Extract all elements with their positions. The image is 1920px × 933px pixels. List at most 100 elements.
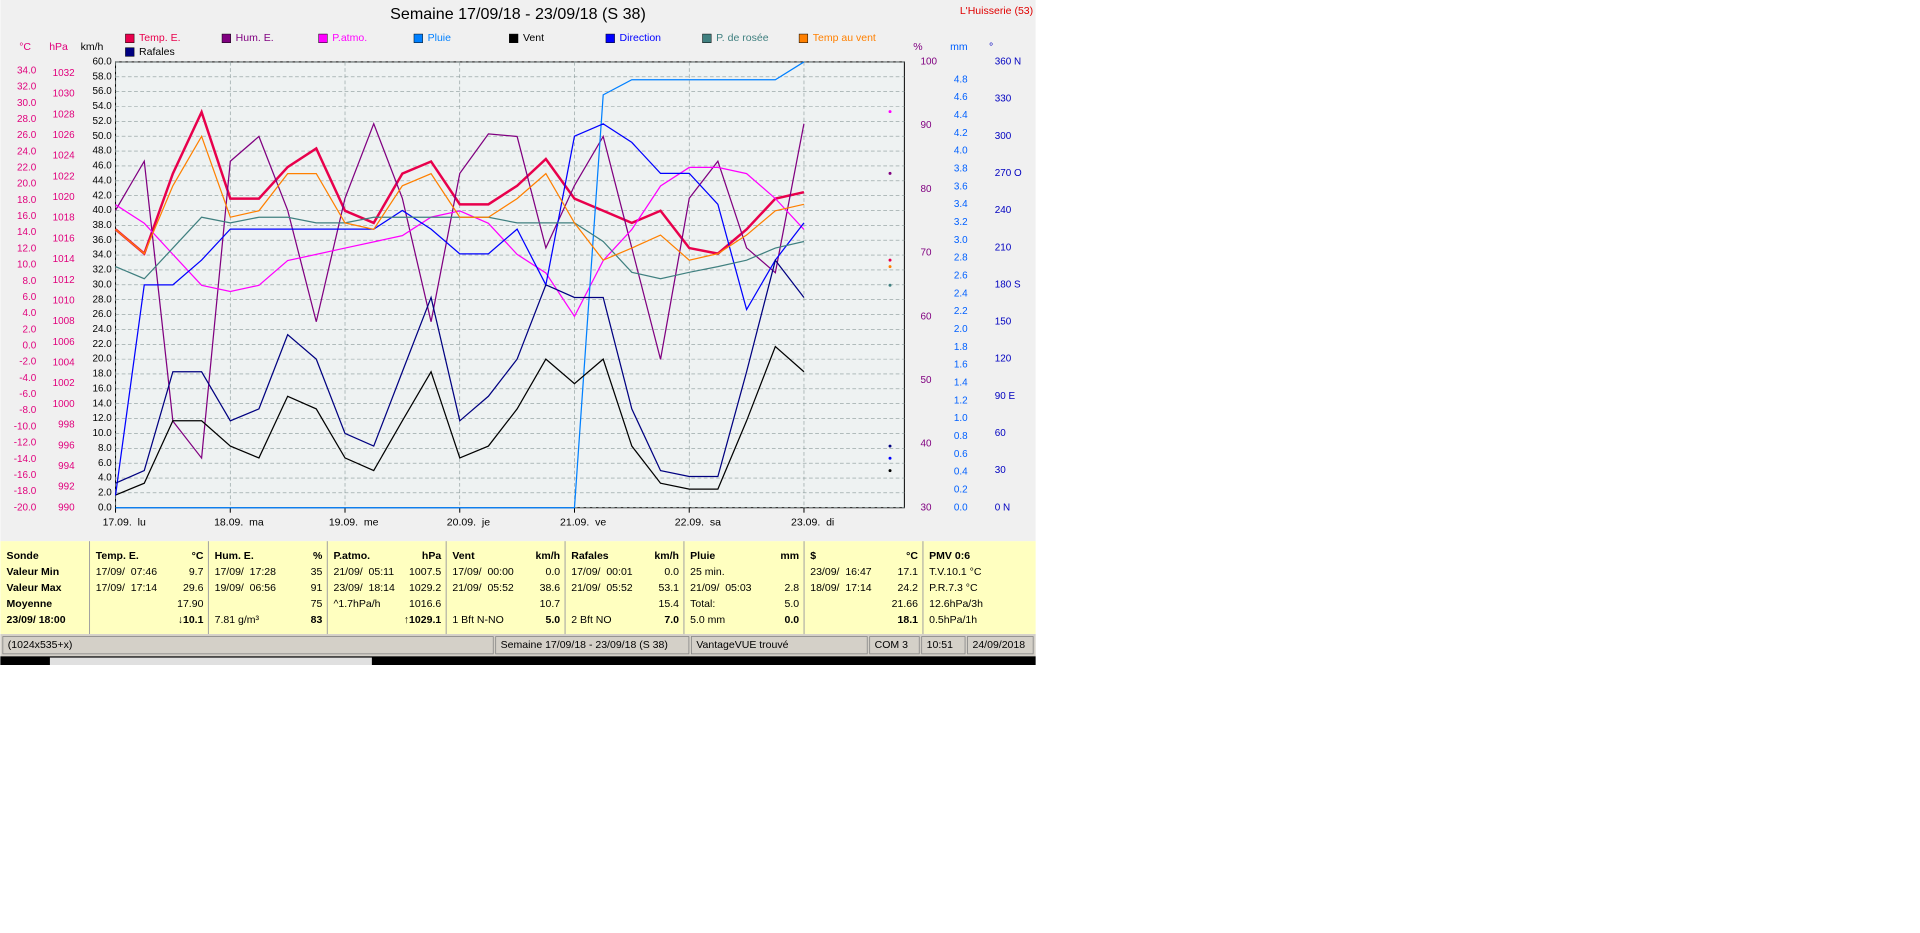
y-tick-label: 20.0 [17,179,37,190]
series-point [888,444,892,448]
x-tick-label: 18.09. ma [214,516,264,528]
axis-unit: % [913,41,922,53]
y-tick-label: 150 [995,317,1012,328]
legend-label: Rafales [139,46,175,58]
cell-value: 24.2 [898,582,919,594]
cell-text: Temp. E. [96,550,139,562]
y-tick-label: 26.0 [93,309,113,320]
cell-value: hPa [422,550,441,562]
y-tick-label: 60 [920,311,932,322]
cell-text: 17/09/ 07:46 [96,566,158,578]
legend-swatch [413,33,423,43]
legend-swatch [125,33,135,43]
cell-text: 12.6hPa/3h [929,598,983,610]
status-text: COM 3 [875,639,908,651]
y-tick-label: 38.0 [93,220,113,231]
y-tick-label: 30.0 [93,279,113,290]
cell-text: 25 min. [690,566,724,578]
y-tick-label: 1022 [53,171,75,182]
y-tick-label: 2.0 [23,324,37,335]
cell-text: 18/09/ 17:14 [810,582,872,594]
y-tick-label: 1030 [53,89,76,100]
cell-value: 5.0 [545,614,560,626]
y-tick-label: 26.0 [17,130,37,141]
y-tick-label: 42.0 [93,190,113,201]
cell-text: Valeur Max [7,582,62,594]
y-tick-label: 1006 [53,337,76,348]
cell-value: 15.4 [659,598,680,610]
series-line [115,166,805,318]
cell-value: 29.6 [183,582,204,594]
cell-value: 1029.2 [409,582,441,594]
y-tick-label: 2.8 [954,253,968,264]
legend-swatch [125,47,135,57]
cell-text: Hum. E. [215,550,254,562]
y-tick-label: 58.0 [93,71,113,82]
y-tick-label: -8.0 [19,405,37,416]
cell-text: Sonde [7,550,39,562]
legend-label: P.atmo. [332,32,367,44]
cell-value: 17.90 [177,598,203,610]
y-tick-label: 32.0 [93,265,113,276]
y-tick-label: 60 [995,428,1007,439]
cell-value: km/h [536,550,561,562]
status-text: (1024x535+x) [8,639,73,651]
y-tick-label: 12.0 [93,413,113,424]
x-tick-label: 21.09. ve [560,516,606,528]
y-tick-label: 1.6 [954,360,968,371]
legend-label: Hum. E. [236,32,274,44]
y-tick-label: -20.0 [14,502,37,513]
y-tick-label: 20.0 [93,354,113,365]
y-tick-label: 3.2 [954,217,968,228]
scrollbar [49,657,372,665]
y-tick-label: 30 [995,465,1007,476]
y-tick-label: 2.6 [954,271,968,282]
y-tick-label: 6.0 [23,292,37,303]
cell-value: 0.0 [545,566,560,578]
y-tick-label: 0.6 [954,449,968,460]
axis-unit: hPa [49,41,68,53]
y-tick-label: 4.2 [954,128,968,139]
cell-value: 9.7 [189,566,204,578]
cell-value: °C [906,550,918,562]
cell-text: 17/09/ 00:01 [571,566,633,578]
legend-swatch [318,33,328,43]
cell-value: 18.1 [898,614,919,626]
series-line [115,345,805,496]
y-tick-label: 32.0 [17,82,37,93]
y-tick-label: 48.0 [93,146,113,157]
legend-label: P. de rosée [716,32,769,44]
y-tick-label: 1020 [53,192,76,203]
y-tick-label: 100 [920,57,937,68]
y-tick-label: -14.0 [14,454,37,465]
cell-value: 83 [311,614,323,626]
cell-text: Vent [452,550,475,562]
series-line [115,61,805,509]
y-tick-label: 1014 [53,254,76,265]
axis-unit: °C [19,41,31,53]
cell-text: 7.81 g/m³ [215,614,260,626]
cell-value: 38.6 [540,582,561,594]
legend-label: Temp. E. [139,32,181,44]
legend-swatch [509,33,519,43]
y-tick-label: 3.8 [954,164,968,175]
cell-value: 0.0 [784,614,799,626]
x-tick-label: 22.09. sa [675,516,721,528]
y-tick-label: 2.0 [954,324,968,335]
status-panel [967,636,1034,655]
chart-title: Semaine 17/09/18 - 23/09/18 (S 38) [390,5,646,23]
cell-text: 23/09/ 18:00 [7,614,66,626]
cell-value: ↓10.1 [178,614,204,626]
y-tick-label: 30.0 [17,98,37,109]
cell-value: 35 [311,566,323,578]
cell-value: 53.1 [659,582,680,594]
y-tick-label: -12.0 [14,438,37,449]
y-tick-label: -4.0 [19,373,37,384]
y-tick-label: 40.0 [93,205,113,216]
y-tick-label: 330 [995,94,1012,105]
status-text: VantageVUE trouvé [696,639,788,651]
cell-text: 0.5hPa/1h [929,614,977,626]
cell-text: 17/09/ 17:28 [215,566,277,578]
y-tick-label: 4.0 [98,473,112,484]
series-line [114,108,805,256]
